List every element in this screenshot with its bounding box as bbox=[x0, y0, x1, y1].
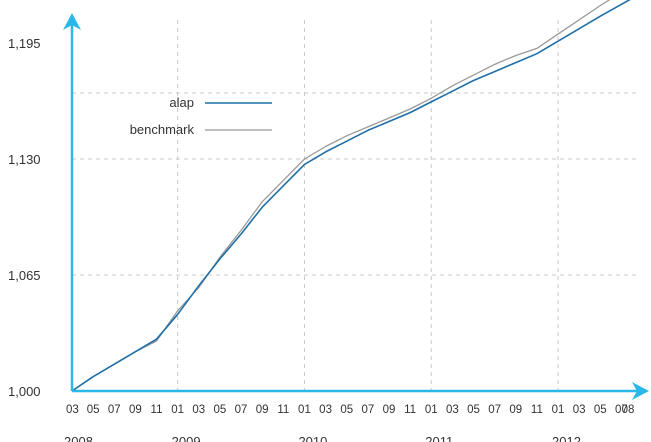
y-tick-labels: 1,000 1,065 1,130 1,195 bbox=[8, 36, 41, 399]
y-tick-label: 1,000 bbox=[8, 384, 41, 399]
x-month-label: 01 bbox=[425, 404, 438, 416]
series-lines bbox=[71, 0, 631, 392]
grid-lines bbox=[72, 20, 640, 391]
x-month-label: 03 bbox=[573, 404, 586, 416]
x-month-label: 09 bbox=[129, 404, 142, 416]
x-year-label: 2010 bbox=[298, 434, 327, 442]
x-month-label: 07 bbox=[361, 404, 374, 416]
x-month-label: 05 bbox=[214, 404, 227, 416]
legend-label-alap: alap bbox=[169, 95, 194, 110]
x-month-label: 05 bbox=[467, 404, 480, 416]
y-axis-arrow bbox=[63, 13, 81, 30]
series-line-alap bbox=[71, 0, 631, 392]
x-month-label: 08 bbox=[622, 404, 635, 416]
x-month-label: 05 bbox=[87, 404, 100, 416]
legend: alap benchmark bbox=[130, 95, 272, 137]
x-month-label: 03 bbox=[66, 404, 79, 416]
x-year-label: 2012 bbox=[552, 434, 581, 442]
x-month-label: 11 bbox=[531, 404, 543, 416]
x-month-label: 09 bbox=[256, 404, 269, 416]
legend-label-benchmark: benchmark bbox=[130, 122, 195, 137]
axes bbox=[63, 13, 649, 400]
x-month-label: 09 bbox=[383, 404, 396, 416]
x-month-label: 09 bbox=[509, 404, 522, 416]
x-tick-labels: 03 05 07 09 11 01 03 05 07 09 11 01 03 05 07 09 11 01 03 05… bbox=[64, 404, 634, 442]
x-month-label: 07 bbox=[108, 404, 121, 416]
x-year-label: 2008 bbox=[64, 434, 93, 442]
x-month-label: 11 bbox=[404, 404, 416, 416]
y-tick-label: 1,195 bbox=[8, 36, 41, 51]
y-tick-label: 1,130 bbox=[8, 152, 41, 167]
x-month-label: 01 bbox=[298, 404, 311, 416]
x-year-label: 2009 bbox=[172, 434, 201, 442]
y-tick-label: 1,065 bbox=[8, 268, 41, 283]
x-axis-arrow bbox=[632, 382, 649, 400]
x-month-label: 05 bbox=[340, 404, 353, 416]
x-month-label: 07 bbox=[488, 404, 501, 416]
x-month-label: 07 bbox=[235, 404, 248, 416]
x-month-label: 11 bbox=[277, 404, 289, 416]
x-month-label: 03 bbox=[192, 404, 205, 416]
x-year-label: 2011 bbox=[425, 434, 453, 442]
series-line-benchmark bbox=[71, 0, 611, 392]
x-month-label: 03 bbox=[319, 404, 332, 416]
x-month-label: 01 bbox=[171, 404, 184, 416]
x-month-label: 01 bbox=[552, 404, 565, 416]
x-month-label: 03 bbox=[446, 404, 459, 416]
x-month-label: 07 bbox=[615, 404, 628, 416]
x-month-label: 05 bbox=[594, 404, 607, 416]
x-month-label: 11 bbox=[151, 404, 163, 416]
